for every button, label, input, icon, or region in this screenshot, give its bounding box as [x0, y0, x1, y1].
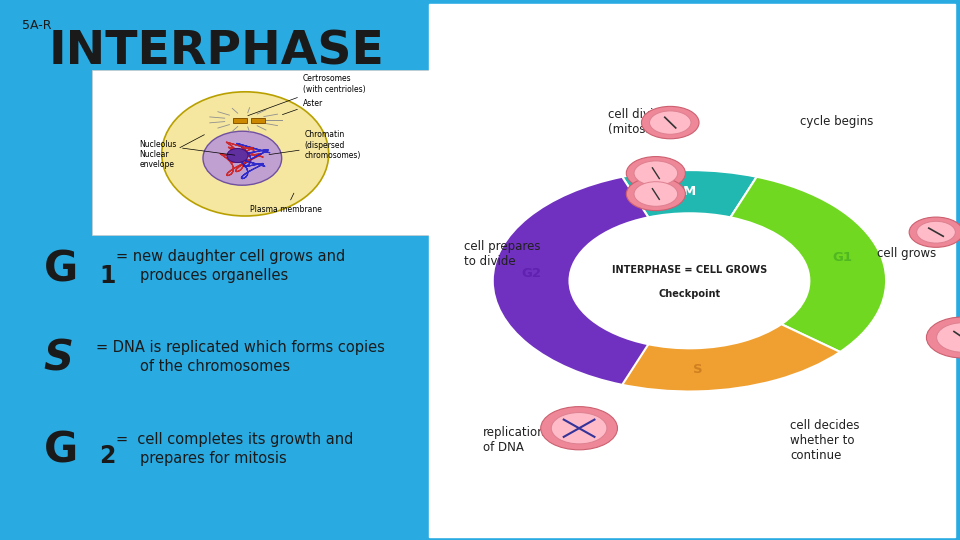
Text: =  cell completes its growth and: = cell completes its growth and [115, 432, 353, 447]
Text: INTERPHASE: INTERPHASE [48, 30, 384, 75]
Text: 5A-R: 5A-R [22, 19, 51, 32]
Text: replication
of DNA: replication of DNA [483, 426, 546, 454]
Circle shape [626, 177, 685, 211]
Ellipse shape [203, 131, 281, 185]
Text: prepares for mitosis: prepares for mitosis [139, 451, 286, 466]
Text: of the chromosomes: of the chromosomes [139, 359, 290, 374]
Wedge shape [535, 322, 605, 359]
Wedge shape [731, 177, 886, 352]
Text: G: G [44, 429, 78, 471]
Text: G2: G2 [521, 267, 541, 280]
Text: 1: 1 [100, 264, 116, 287]
Wedge shape [492, 177, 648, 385]
Text: S: S [693, 363, 703, 376]
Text: cell grows: cell grows [876, 247, 936, 260]
Text: M: M [683, 185, 696, 198]
Bar [232, 118, 247, 123]
Circle shape [551, 413, 607, 444]
Text: = DNA is replicated which forms copies: = DNA is replicated which forms copies [97, 340, 385, 355]
Ellipse shape [161, 92, 328, 216]
Text: Nuclear
envelope: Nuclear envelope [139, 134, 204, 170]
Text: cycle begins: cycle begins [800, 115, 874, 128]
Circle shape [650, 111, 691, 134]
Circle shape [626, 157, 685, 190]
Circle shape [634, 161, 678, 186]
Circle shape [634, 181, 678, 206]
Text: Checkpoint: Checkpoint [659, 289, 721, 299]
Text: G1: G1 [832, 251, 852, 264]
Circle shape [937, 323, 960, 352]
Text: produces organelles: produces organelles [139, 268, 288, 284]
Bar [251, 118, 265, 123]
Circle shape [540, 407, 617, 450]
Text: S: S [44, 338, 74, 380]
Text: Nucleolus: Nucleolus [139, 140, 235, 155]
FancyBboxPatch shape [92, 70, 432, 235]
Text: = new daughter cell grows and: = new daughter cell grows and [115, 249, 345, 265]
Text: Aster: Aster [282, 99, 323, 114]
Wedge shape [622, 170, 756, 218]
Text: cell decides
whether to
continue: cell decides whether to continue [790, 418, 859, 462]
Text: Certrosomes
(with centrioles): Certrosomes (with centrioles) [248, 75, 366, 116]
Circle shape [641, 106, 699, 139]
Text: Plasma membrane: Plasma membrane [250, 193, 322, 214]
Wedge shape [550, 324, 840, 392]
FancyBboxPatch shape [429, 4, 955, 537]
Circle shape [909, 217, 960, 247]
Circle shape [917, 221, 955, 243]
Circle shape [926, 317, 960, 358]
Text: G: G [44, 248, 78, 291]
Ellipse shape [227, 148, 248, 163]
Text: cell division
(mitosis): cell division (mitosis) [608, 107, 678, 136]
Text: cell prepares
to divide: cell prepares to divide [464, 240, 540, 268]
Text: 2: 2 [100, 444, 116, 468]
Text: Chromatin
(dispersed
chromosomes): Chromatin (dispersed chromosomes) [269, 131, 361, 160]
Text: INTERPHASE = CELL GROWS: INTERPHASE = CELL GROWS [612, 265, 767, 275]
